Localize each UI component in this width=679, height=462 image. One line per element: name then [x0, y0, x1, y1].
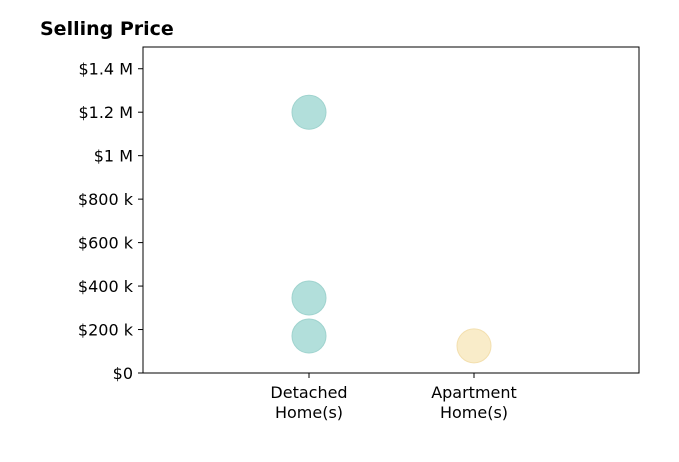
- x-tick-label: Detached Home(s): [270, 383, 347, 422]
- data-point: [456, 328, 492, 364]
- data-point: [291, 280, 327, 316]
- plot-area-frame: [142, 46, 640, 374]
- x-tick-label-line: Apartment: [431, 383, 517, 402]
- x-tick-label-line: Detached: [270, 383, 347, 402]
- x-tick-label-line: Home(s): [440, 403, 508, 422]
- y-tick-label: $0: [113, 364, 133, 383]
- y-tick-label: $1 M: [94, 147, 133, 166]
- data-point: [291, 94, 327, 130]
- data-point: [291, 318, 327, 354]
- x-axis: Detached Home(s)Apartment Home(s): [270, 373, 517, 422]
- y-tick-label: $600 k: [78, 234, 134, 253]
- y-tick-label: $400 k: [78, 277, 134, 296]
- y-tick-label: $800 k: [78, 190, 134, 209]
- data-points: [291, 94, 492, 364]
- x-tick-label-line: Home(s): [275, 403, 343, 422]
- y-tick-label: $1.4 M: [78, 60, 133, 79]
- y-tick-label: $200 k: [78, 321, 134, 340]
- chart-title: Selling Price: [40, 18, 174, 40]
- x-tick-label: Apartment Home(s): [431, 383, 517, 422]
- y-tick-label: $1.2 M: [78, 103, 133, 122]
- y-axis: $0 $200 k $400 k $600 k $800 k $1 M $1.2 M $1.4…: [78, 60, 143, 383]
